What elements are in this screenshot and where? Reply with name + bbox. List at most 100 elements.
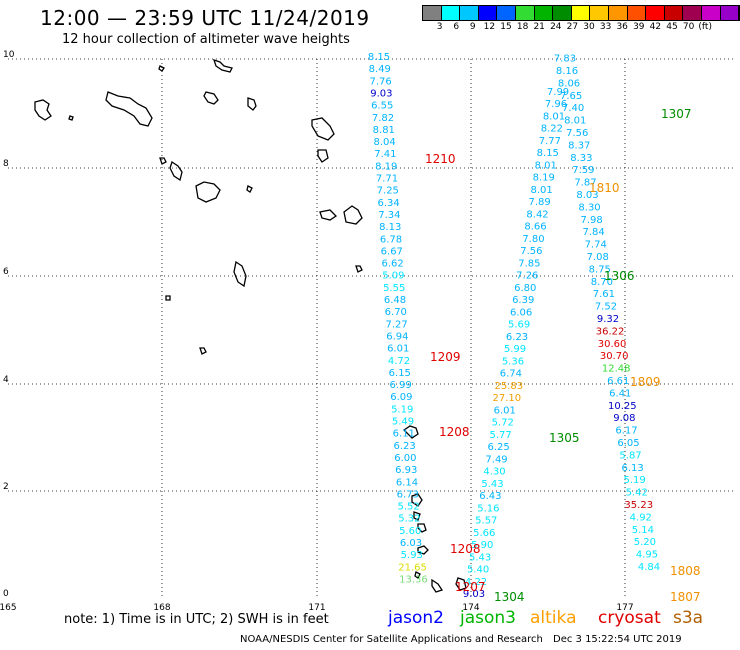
wave-height-value: 7.56 — [520, 246, 542, 257]
island-outline — [319, 209, 338, 221]
island-outline — [402, 425, 419, 439]
wave-height-value: 35.23 — [624, 500, 653, 511]
wave-height-value: 8.04 — [373, 137, 395, 148]
wave-height-value: 8.81 — [373, 125, 395, 136]
y-tick-label: 6 — [3, 267, 9, 277]
wave-height-value: 6.14 — [396, 477, 418, 488]
wave-height-value: 8.03 — [576, 190, 598, 201]
wave-height-value: 12.48 — [602, 364, 631, 375]
island-outline — [417, 545, 429, 555]
satellite-legend-cryosat: cryosat — [598, 608, 661, 628]
island-outline — [413, 511, 421, 521]
wave-height-value: 8.42 — [526, 209, 548, 220]
island-outline — [431, 578, 444, 593]
scale-label: 24 — [550, 22, 562, 32]
wave-height-value: 6.55 — [371, 101, 393, 112]
wave-height-value: 7.80 — [522, 234, 544, 245]
island-outline — [169, 160, 183, 182]
scale-label: 21 — [533, 22, 545, 32]
wave-height-value: 8.37 — [568, 140, 590, 151]
pass-time-label: 1208 — [439, 425, 470, 439]
wave-height-value: 5.72 — [492, 418, 514, 429]
wave-height-value: 30.70 — [600, 351, 629, 362]
scale-label: 18 — [516, 22, 529, 32]
wave-height-value: 5.09 — [382, 271, 404, 282]
wave-height-value: 7.71 — [376, 174, 398, 185]
wave-height-value: 5.52 — [397, 502, 419, 513]
scale-label: 33 — [599, 22, 612, 32]
wave-height-value: 8.66 — [524, 222, 546, 233]
wave-height-value: 4.72 — [388, 356, 410, 367]
wave-height-value: 7.41 — [374, 149, 396, 160]
wave-height-value: 4.22 — [465, 577, 487, 588]
wave-height-value: 6.23 — [393, 441, 415, 452]
wave-height-value: 7.96 — [545, 99, 567, 110]
island-outline — [212, 58, 233, 73]
island-outline — [158, 65, 165, 72]
wave-height-value: 5.43 — [481, 479, 503, 490]
x-tick-label: 165 — [0, 603, 17, 613]
wave-height-value: 7.85 — [518, 258, 540, 269]
wave-height-value: 7.77 — [539, 136, 561, 147]
wave-height-value: 7.74 — [585, 240, 607, 251]
wave-height-value: 8.16 — [556, 66, 578, 77]
wave-height-value: 7.25 — [377, 186, 399, 197]
wave-height-value: 9.03 — [370, 88, 392, 99]
pass-time-label: 1207 — [455, 580, 486, 594]
satellite-legend-jason3: jason3 — [460, 608, 516, 628]
color-scale — [422, 5, 740, 21]
wave-height-value: 8.01 — [564, 116, 586, 127]
wave-height-value: 8.19 — [375, 161, 397, 172]
wave-height-value: 7.59 — [572, 165, 594, 176]
wave-height-value: 6.43 — [479, 491, 501, 502]
wave-height-value: 5.60 — [399, 526, 421, 537]
wave-height-value: 8.22 — [541, 124, 563, 135]
wave-height-value: 6.25 — [487, 442, 509, 453]
wave-height-value: 7.26 — [516, 271, 538, 282]
wave-height-value: 6.15 — [389, 368, 411, 379]
x-tick-label: 177 — [616, 603, 633, 613]
island-outline — [34, 99, 52, 121]
wave-height-value: 7.27 — [385, 319, 407, 330]
wave-height-value: 6.09 — [390, 392, 412, 403]
wave-height-value: 4.84 — [638, 562, 660, 573]
x-tick-label: 168 — [153, 603, 170, 613]
wave-height-value: 5.49 — [392, 417, 414, 428]
pass-time-label: 1210 — [425, 152, 456, 166]
wave-height-value: 5.90 — [471, 540, 493, 551]
scale-label: 12 — [483, 22, 496, 32]
wave-height-value: 8.06 — [558, 78, 580, 89]
scale-label: 39 — [633, 22, 645, 32]
wave-height-value: 7.84 — [583, 227, 605, 238]
wave-height-value: 9.03 — [463, 589, 485, 600]
wave-height-value: 4.95 — [636, 550, 658, 561]
scale-label: 70 — [682, 22, 695, 32]
pass-time-label: 1304 — [494, 590, 525, 604]
wave-height-value: 4.30 — [483, 467, 505, 478]
wave-height-value: 5.32 — [398, 514, 420, 525]
wave-height-value: 7.89 — [528, 197, 550, 208]
wave-height-value: 6.00 — [394, 453, 416, 464]
pass-time-label: 1808 — [670, 564, 701, 578]
island-outline — [343, 205, 363, 225]
grid-lines — [8, 58, 735, 598]
island-outline — [246, 185, 253, 193]
wave-height-value: 6.48 — [384, 295, 406, 306]
islands — [34, 58, 467, 593]
wave-height-value: 7.98 — [580, 215, 602, 226]
wave-height-value: 6.74 — [500, 369, 522, 380]
wave-height-value: 7.99 — [547, 87, 569, 98]
x-tick-label: 174 — [462, 603, 479, 613]
island-outline — [317, 149, 329, 163]
island-outline — [159, 157, 167, 165]
island-outline — [199, 347, 207, 355]
wave-height-value: 6.78 — [380, 234, 402, 245]
scale-label: 9 — [469, 22, 476, 32]
axis-tick-labels: 165 168 171 174 177 0 2 4 6 8 10 — [0, 50, 634, 613]
island-outline — [417, 523, 427, 533]
generated-timestamp: Dec 3 15:22:54 UTC 2019 — [553, 634, 682, 645]
pass-time-label: 1305 — [549, 431, 580, 445]
island-outline — [414, 571, 421, 579]
wave-height-value: 7.49 — [485, 454, 507, 465]
wave-height-value: 7.76 — [369, 76, 391, 87]
